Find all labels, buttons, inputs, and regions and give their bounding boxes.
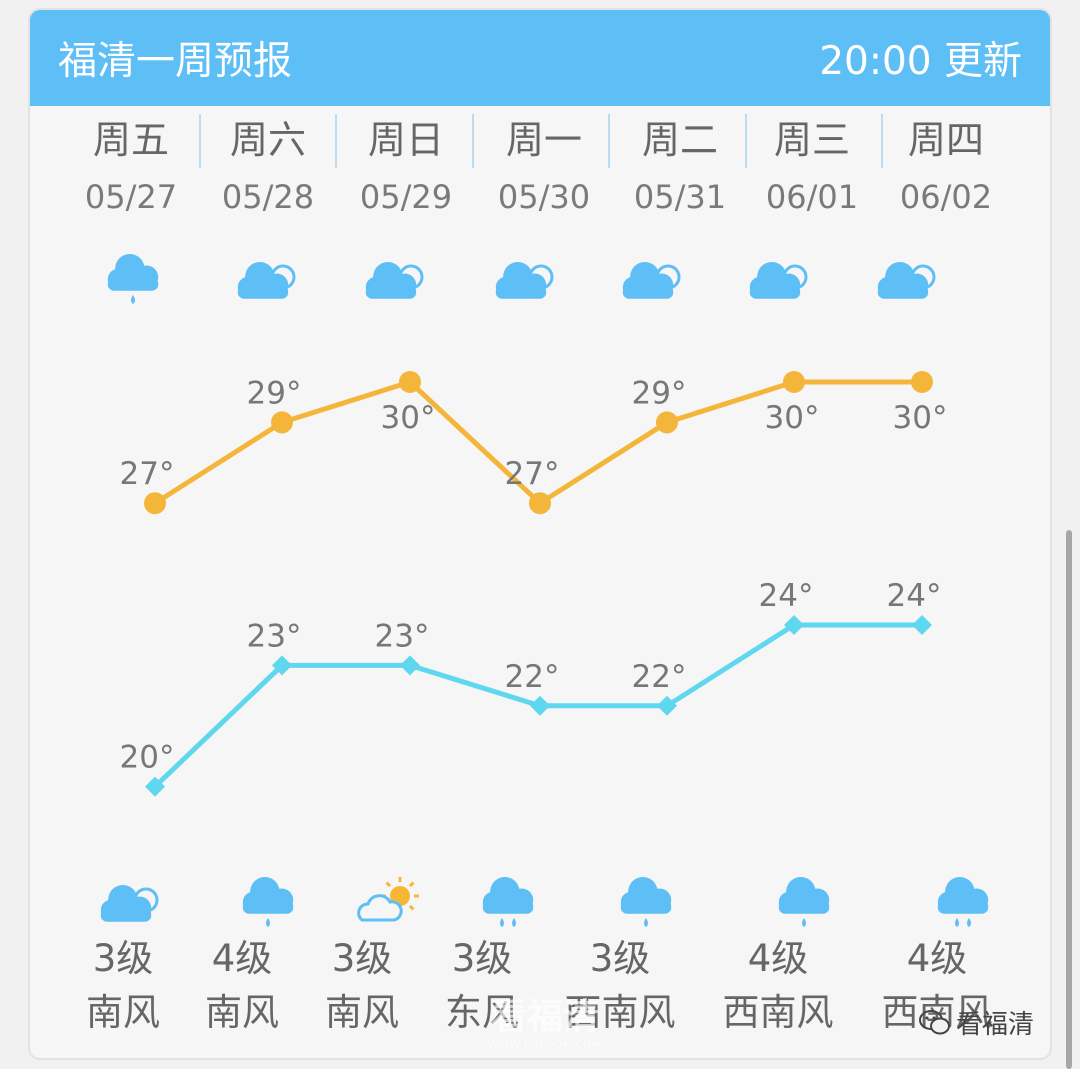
- low-temp-label: 24°: [759, 578, 814, 614]
- wind-info: 3级南风: [58, 932, 188, 1040]
- low-temp-label: 23°: [247, 618, 302, 654]
- day-date: 06/02: [899, 178, 993, 216]
- heavy-rain-icon: [482, 877, 534, 927]
- forecast-card: 福清一周预报 20:00 更新: [28, 8, 1052, 1060]
- low-temp-point: [530, 695, 550, 716]
- forecast-title: 福清一周预报: [58, 39, 293, 84]
- day-separator: [881, 114, 883, 168]
- low-temp-label: 23°: [375, 618, 430, 654]
- partly-cloudy-icon: [100, 885, 159, 922]
- low-temp-point: [657, 695, 677, 716]
- wind-info: 3级南风: [297, 932, 427, 1040]
- day-separator: [335, 114, 337, 168]
- high-temp-point: [529, 492, 551, 515]
- day-name: 周五: [92, 118, 169, 162]
- update-time: 20:00 更新: [819, 39, 1022, 84]
- wind-level: 4级: [211, 937, 273, 980]
- low-temp-point: [145, 776, 165, 797]
- wind-direction: 西南风: [564, 991, 676, 1034]
- high-temp-label: 29°: [247, 375, 302, 411]
- wind-level: 3级: [92, 937, 154, 980]
- day-column: 周一 05/30: [476, 112, 612, 216]
- low-temp-label: 22°: [505, 659, 560, 695]
- day-date: 05/29: [359, 178, 453, 216]
- partly-cloudy-icon: [237, 262, 296, 299]
- wind-direction: 南风: [325, 991, 399, 1034]
- low-temp-label: 22°: [632, 659, 687, 695]
- rain-cloud-icon: [107, 254, 159, 304]
- day-column: 周三 06/01: [744, 112, 880, 216]
- day-separator: [608, 114, 610, 168]
- wechat-account: 看福清: [956, 1010, 1035, 1040]
- day-date: 05/28: [221, 178, 315, 216]
- rain-cloud-icon: [242, 877, 294, 927]
- high-temp-label: 30°: [765, 400, 820, 436]
- wind-level: 4级: [747, 937, 809, 980]
- day-date: 06/01: [765, 178, 859, 216]
- heavy-rain-icon: [937, 877, 989, 927]
- wechat-icon: [919, 1009, 950, 1034]
- high-temp-label: 30°: [381, 400, 436, 436]
- low-temp-label: 24°: [887, 578, 942, 614]
- wind-level: 4级: [906, 937, 968, 980]
- day-column: 周五 05/27: [63, 112, 199, 216]
- low-temp-label: 20°: [120, 740, 175, 776]
- high-temp-point: [271, 411, 293, 434]
- high-temp-point: [144, 492, 166, 515]
- low-temp-point: [400, 655, 420, 676]
- wind-direction: 南风: [205, 991, 279, 1034]
- partly-cloudy-icon: [365, 262, 424, 299]
- high-temp-label: 27°: [120, 456, 175, 492]
- wechat-badge: 看福清: [918, 1004, 1034, 1041]
- wind-direction: 东风: [445, 991, 519, 1034]
- partly-cloudy-icon: [877, 262, 936, 299]
- wind-info: 3级东风: [417, 932, 547, 1040]
- wind-level: 3级: [589, 937, 651, 980]
- day-date: 05/27: [84, 178, 178, 216]
- day-separator: [199, 114, 201, 168]
- partly-cloudy-icon: [749, 262, 808, 299]
- sun-cloud-icon: [357, 877, 419, 922]
- day-column: 周二 05/31: [612, 112, 748, 216]
- low-temp-point: [784, 615, 804, 635]
- scrollbar[interactable]: [1066, 530, 1072, 1069]
- day-column: 周四 06/02: [878, 112, 1014, 216]
- day-name: 周一: [505, 118, 582, 162]
- high-temp-point: [911, 371, 933, 393]
- partly-cloudy-icon: [495, 262, 554, 299]
- partly-cloudy-icon: [622, 262, 681, 299]
- wind-info: 4级西南风: [713, 932, 843, 1040]
- day-date: 05/30: [497, 178, 591, 216]
- forecast-header: 福清一周预报 20:00 更新: [30, 10, 1050, 106]
- wind-level: 3级: [451, 937, 513, 980]
- wind-level: 3级: [331, 937, 393, 980]
- high-temp-point: [399, 371, 421, 393]
- low-temp-point: [912, 615, 932, 635]
- day-separator: [745, 114, 747, 168]
- high-temp-label: 27°: [505, 456, 560, 492]
- rain-cloud-icon: [620, 877, 672, 927]
- day-column: 周日 05/29: [338, 112, 474, 216]
- wind-info: 3级西南风: [555, 932, 685, 1040]
- high-temp-point: [783, 371, 805, 393]
- high-temp-label: 29°: [632, 375, 687, 411]
- day-name: 周日: [367, 118, 444, 162]
- day-date: 05/31: [633, 178, 727, 216]
- day-name: 周二: [641, 118, 718, 162]
- high-temp-point: [656, 411, 678, 434]
- high-temp-label: 30°: [893, 400, 948, 436]
- wind-direction: 西南风: [722, 991, 834, 1034]
- rain-cloud-icon: [778, 877, 830, 927]
- wind-direction: 南风: [86, 991, 160, 1034]
- day-name: 周六: [229, 118, 306, 162]
- low-temp-point: [272, 655, 292, 676]
- day-name: 周四: [907, 118, 984, 162]
- wind-info: 4级南风: [177, 932, 307, 1040]
- day-separator: [472, 114, 474, 168]
- day-name: 周三: [773, 118, 850, 162]
- day-column: 周六 05/28: [200, 112, 336, 216]
